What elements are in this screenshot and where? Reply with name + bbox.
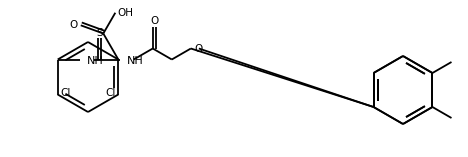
Text: Cl: Cl — [61, 89, 71, 98]
Text: NH: NH — [127, 56, 143, 65]
Text: OH: OH — [117, 8, 133, 18]
Text: O: O — [195, 43, 203, 54]
Text: NH: NH — [87, 56, 103, 65]
Text: O: O — [150, 16, 158, 27]
Text: Cl: Cl — [105, 89, 115, 98]
Text: O: O — [70, 20, 78, 30]
Text: S: S — [96, 27, 102, 38]
